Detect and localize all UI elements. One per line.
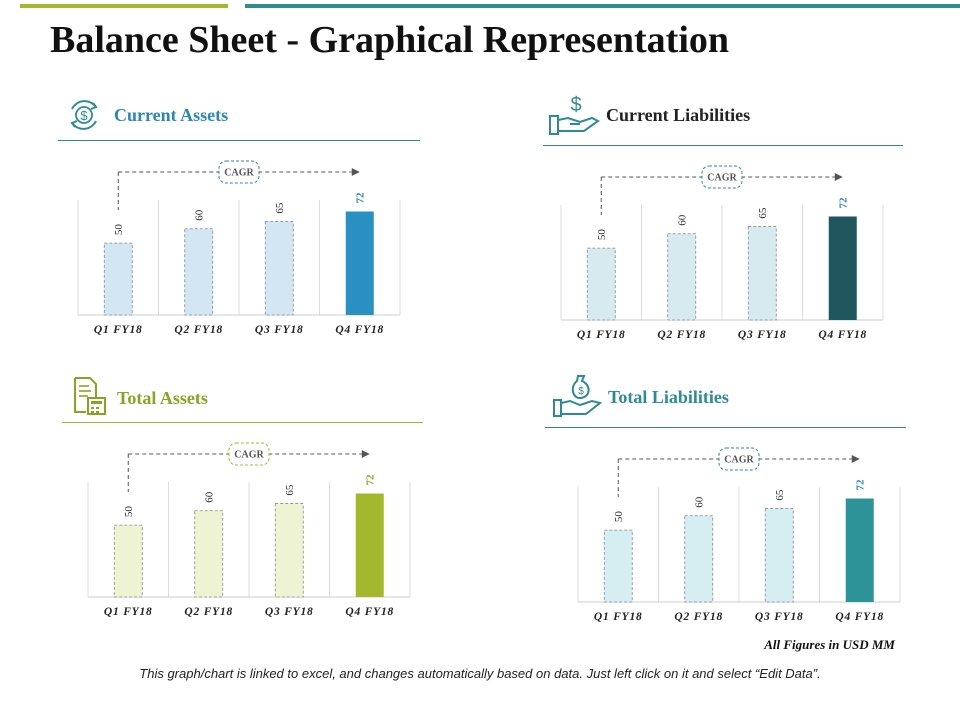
bar	[345, 211, 374, 315]
cagr-label: CAGR	[724, 455, 754, 466]
x-tick-label: Q3 FY18	[755, 611, 804, 623]
cagr-label: CAGR	[707, 173, 737, 184]
bar	[586, 247, 616, 321]
cagr-arrowhead	[834, 173, 843, 181]
bar	[747, 226, 777, 321]
data-label: 50	[113, 224, 125, 236]
x-tick-label: Q2 FY18	[174, 324, 223, 336]
bar	[113, 524, 143, 598]
panel-divider	[545, 427, 906, 428]
data-label: 65	[774, 489, 786, 501]
panel-divider	[62, 422, 423, 423]
panel-title: Current Assets	[114, 105, 229, 125]
panel-divider	[58, 140, 420, 141]
data-label: 50	[613, 511, 625, 523]
x-tick-label: Q2 FY18	[657, 329, 706, 341]
panel-title: Total Assets	[117, 388, 208, 408]
svg-text:$: $	[578, 386, 584, 397]
bar	[684, 515, 714, 603]
top-accent-bar-left	[20, 4, 228, 8]
cagr-arrowhead	[361, 450, 370, 458]
hand-dollar-icon: $	[549, 94, 600, 135]
total-assets-chart: CAGR 50 Q1 FY18 60 Q2 FY18 65 Q3 FY18 72 Q4 FY18	[87, 442, 411, 618]
x-tick-label: Q3 FY18	[738, 329, 787, 341]
panel-title: Total Liabilities	[608, 387, 729, 407]
bar	[764, 508, 794, 603]
page-title: Balance Sheet - Graphical Representation	[50, 19, 730, 61]
cagr-label: CAGR	[224, 168, 254, 179]
panel-divider	[543, 145, 903, 146]
x-tick-label: Q2 FY18	[184, 606, 233, 618]
x-tick-label: Q3 FY18	[265, 606, 314, 618]
data-label: 50	[596, 229, 608, 241]
hand-moneybag-icon: $	[553, 375, 603, 417]
bar	[194, 510, 224, 598]
cagr-badge	[228, 442, 270, 466]
data-label: 65	[274, 202, 286, 214]
data-label: 65	[757, 207, 769, 219]
x-tick-label: Q2 FY18	[674, 611, 723, 623]
data-label: 72	[355, 192, 367, 204]
data-label: 72	[365, 474, 377, 486]
x-tick-label: Q3 FY18	[255, 324, 304, 336]
total-liabilities-chart: CAGR 50 Q1 FY18 60 Q2 FY18 65 Q3 FY18 72 Q4 FY18	[577, 447, 901, 623]
current-assets-chart: CAGR 50 Q1 FY18 60 Q2 FY18 65 Q3 FY18 72 Q4 FY18	[77, 160, 401, 336]
x-tick-label: Q1 FY18	[594, 611, 643, 623]
data-label: 60	[194, 209, 206, 221]
data-label: 60	[204, 491, 216, 503]
current-liabilities-chart: CAGR 50 Q1 FY18 60 Q2 FY18 65 Q3 FY18 72 Q4 FY18	[560, 165, 884, 341]
footer-note: This graph/chart is linked to excel, and…	[139, 666, 821, 681]
x-tick-label: Q4 FY18	[345, 606, 394, 618]
bar	[103, 242, 133, 316]
cagr-arrowhead	[351, 168, 360, 176]
cagr-badge	[218, 160, 260, 184]
data-label: 72	[855, 479, 867, 491]
bar	[667, 233, 697, 321]
data-label: 60	[677, 214, 689, 226]
bar	[845, 498, 874, 602]
cagr-label: CAGR	[234, 450, 264, 461]
bar	[274, 503, 304, 598]
x-tick-label: Q1 FY18	[94, 324, 143, 336]
x-tick-label: Q1 FY18	[104, 606, 153, 618]
cagr-badge	[718, 447, 760, 471]
x-tick-label: Q4 FY18	[818, 329, 867, 341]
panel-title: Current Liabilities	[606, 105, 751, 125]
x-tick-label: Q4 FY18	[835, 611, 884, 623]
cagr-badge	[701, 165, 743, 189]
data-label: 65	[284, 484, 296, 496]
cagr-arrowhead	[851, 455, 860, 463]
top-accent-bar-right	[245, 4, 960, 8]
bar	[355, 493, 384, 597]
svg-text:$: $	[80, 108, 88, 123]
x-tick-label: Q1 FY18	[577, 329, 626, 341]
units-note: All Figures in USD MM	[764, 637, 895, 652]
bar	[603, 529, 633, 603]
x-tick-label: Q4 FY18	[335, 324, 384, 336]
data-label: 50	[123, 506, 135, 518]
data-label: 60	[694, 496, 706, 508]
bar	[184, 228, 214, 316]
bar	[264, 221, 294, 316]
bar	[828, 216, 857, 320]
document-calculator-icon	[74, 377, 106, 415]
data-label: 72	[838, 197, 850, 209]
dollar-cycle-icon: $	[70, 100, 98, 130]
svg-text:$: $	[570, 94, 581, 116]
